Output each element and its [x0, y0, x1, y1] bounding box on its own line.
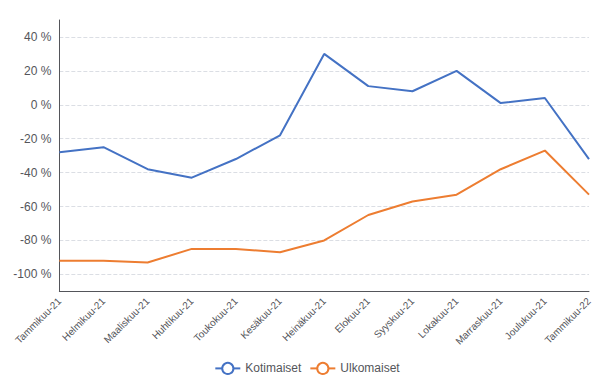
svg-text:Helmikuu-21: Helmikuu-21: [60, 295, 108, 343]
svg-text:Toukokuu-21: Toukokuu-21: [192, 295, 241, 344]
svg-text:Huhtikuu-21: Huhtikuu-21: [150, 295, 196, 341]
svg-text:Heinäkuu-21: Heinäkuu-21: [280, 295, 328, 343]
svg-text:Maaliskuu-21: Maaliskuu-21: [102, 295, 152, 345]
svg-text:Elokuu-21: Elokuu-21: [333, 295, 373, 335]
svg-text:-40 %: -40 %: [20, 166, 52, 180]
svg-text:Syyskuu-21: Syyskuu-21: [372, 295, 417, 340]
svg-text:-20 %: -20 %: [20, 132, 52, 146]
svg-text:20 %: 20 %: [24, 64, 52, 78]
svg-text:Tammikuu-21: Tammikuu-21: [13, 295, 63, 345]
svg-text:-80 %: -80 %: [20, 233, 52, 247]
svg-text:-100 %: -100 %: [13, 267, 51, 281]
svg-text:Marraskuu-21: Marraskuu-21: [453, 295, 505, 347]
svg-text:Ulkomaiset: Ulkomaiset: [340, 361, 400, 375]
svg-text:Tammikuu-22: Tammikuu-22: [543, 295, 593, 345]
svg-text:40 %: 40 %: [24, 30, 52, 44]
svg-text:Joulukuu-21: Joulukuu-21: [503, 295, 550, 342]
svg-text:0 %: 0 %: [31, 98, 52, 112]
svg-text:-60 %: -60 %: [20, 200, 52, 214]
svg-text:Kotimaiset: Kotimaiset: [245, 361, 302, 375]
svg-text:Kesäkuu-21: Kesäkuu-21: [238, 295, 284, 341]
svg-text:Lokakuu-21: Lokakuu-21: [416, 295, 461, 340]
